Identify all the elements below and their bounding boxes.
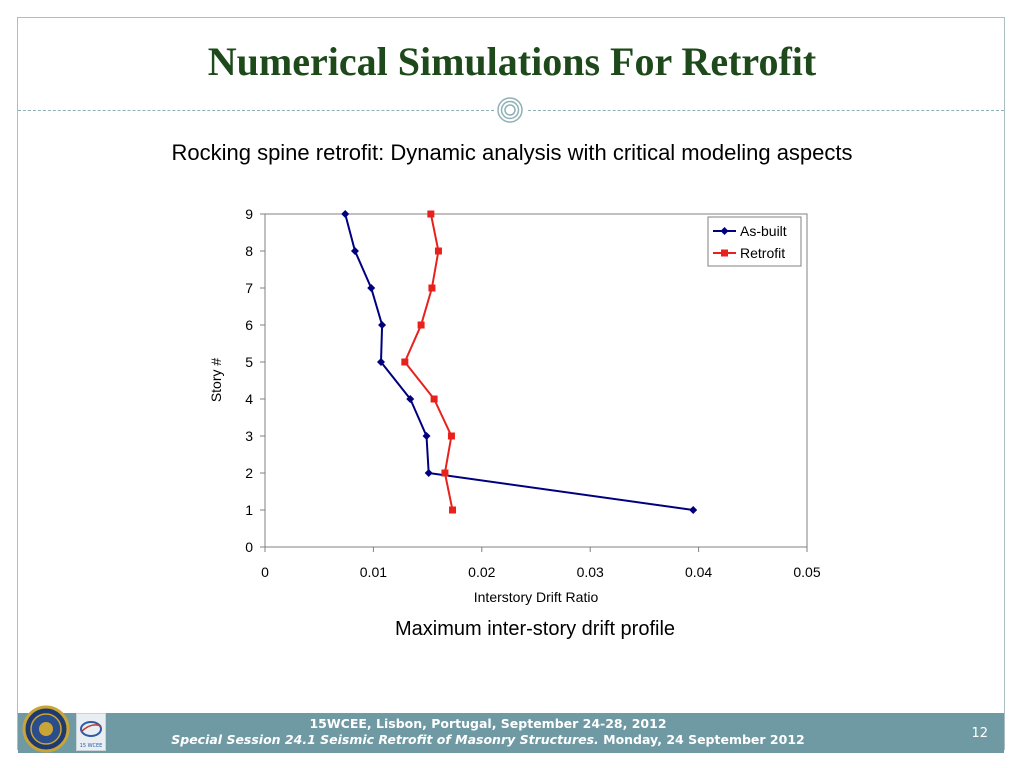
x-tick-label: 0.05	[793, 564, 820, 580]
data-point-retrofit	[428, 284, 436, 292]
wcee-logo-text: 15 WCEE	[80, 743, 103, 749]
title-divider-right	[528, 110, 1004, 111]
data-point-as-built	[367, 284, 376, 292]
data-point-retrofit	[427, 210, 435, 218]
x-tick-label: 0.03	[577, 564, 604, 580]
data-point-as-built	[424, 469, 433, 477]
footer-session: Special Session 24.1 Seismic Retrofit of…	[118, 732, 858, 747]
data-point-as-built	[350, 247, 359, 255]
data-point-retrofit	[401, 358, 409, 366]
slide-subtitle: Rocking spine retrofit: Dynamic analysis…	[171, 140, 853, 165]
x-axis-label: Interstory Drift Ratio	[474, 589, 599, 605]
y-tick-label: 4	[245, 391, 253, 407]
y-axis-label: Story #	[208, 358, 224, 403]
y-tick-label: 6	[245, 317, 253, 333]
x-tick-label: 0.02	[468, 564, 495, 580]
chart-caption: Maximum inter-story drift profile	[394, 618, 676, 640]
slide-title: Numerical Simulations For Retrofit	[207, 39, 817, 84]
data-point-as-built	[376, 358, 385, 366]
data-point-retrofit	[449, 506, 457, 514]
y-tick-label: 5	[245, 354, 253, 370]
title-divider-left	[18, 110, 494, 111]
data-point-retrofit	[447, 432, 455, 440]
legend-marker-as-built	[720, 227, 729, 235]
y-tick-label: 9	[245, 206, 253, 222]
data-point-as-built	[422, 432, 431, 440]
x-tick-label: 0	[261, 564, 269, 580]
y-tick-label: 0	[245, 539, 253, 555]
page-number: 12	[971, 726, 988, 741]
x-tick-label: 0.01	[360, 564, 387, 580]
footer-conference: 15WCEE, Lisbon, Portugal, September 24-2…	[309, 716, 667, 731]
y-tick-label: 8	[245, 243, 253, 259]
data-point-retrofit	[441, 469, 449, 477]
y-tick-label: 1	[245, 502, 253, 518]
plot-area	[264, 213, 808, 548]
legend-box	[707, 216, 802, 267]
legend-label-as-built: As-built	[740, 223, 787, 239]
data-point-as-built	[406, 395, 415, 403]
x-tick-label: 0.04	[685, 564, 712, 580]
university-seal-icon	[22, 705, 70, 753]
ring-icon	[497, 97, 523, 123]
legend-marker-retrofit	[721, 249, 728, 257]
y-tick-label: 3	[245, 428, 253, 444]
legend-label-retrofit: Retrofit	[740, 245, 785, 261]
y-tick-label: 7	[245, 280, 253, 296]
data-point-as-built	[689, 506, 698, 514]
drift-profile-chart: 0 0.01 0.02 0.03 0.04 0.05 0 1 2 3 4 5 6 7 8 9 Intersto…	[208, 206, 821, 605]
footer-session-name: Special Session 24.1 Seismic Retrofit of…	[171, 732, 599, 747]
data-point-retrofit	[434, 247, 442, 255]
footer-session-date: Monday, 24 September 2012	[598, 732, 805, 747]
data-point-as-built	[341, 210, 350, 218]
legend: As-built Retrofit	[707, 216, 802, 267]
data-point-retrofit	[430, 395, 438, 403]
wcee-logo-icon: 15 WCEE	[76, 713, 106, 751]
data-point-as-built	[378, 321, 387, 329]
data-point-retrofit	[417, 321, 425, 329]
footer-bar: 15 WCEE 15WCEE, Lisbon, Portugal, Septem…	[18, 705, 1004, 753]
y-tick-label: 2	[245, 465, 253, 481]
